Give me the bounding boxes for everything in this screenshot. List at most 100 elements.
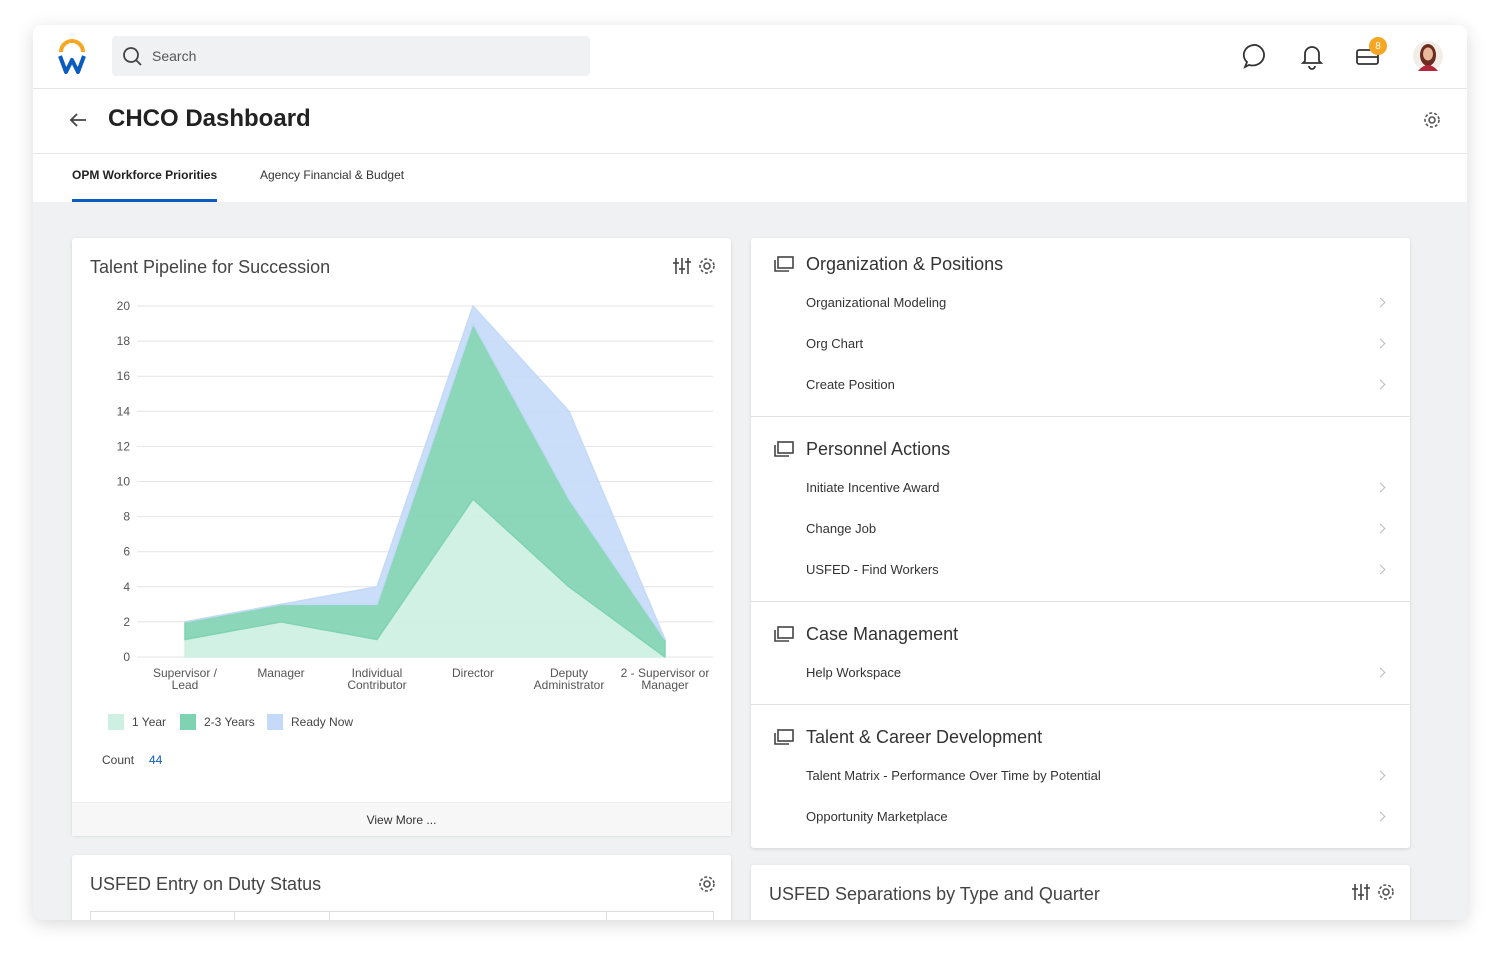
x-tick-label: Individual Contributor <box>347 666 407 692</box>
legend-swatch <box>267 714 283 730</box>
x-tick-label: 2 - Supervisor or Manager <box>620 666 710 692</box>
legend-swatch <box>108 714 124 730</box>
section-title: Organization & Positions <box>806 253 1004 274</box>
menu-section-header: Talent & Career Development <box>751 719 1410 755</box>
y-tick-label: 0 <box>123 650 130 664</box>
x-tick-label: Manager <box>257 666 305 680</box>
area <box>184 305 666 641</box>
menu-section: Case Management Help Workspace <box>751 602 1410 705</box>
section-title: Personnel Actions <box>806 438 951 459</box>
y-tick-label: 16 <box>117 369 131 383</box>
legend-item: Ready Now <box>267 714 353 730</box>
menu-item[interactable]: Organizational Modeling <box>751 282 1410 323</box>
chevron <box>1375 770 1386 781</box>
tab[interactable]: Agency Financial & Budget <box>260 168 405 182</box>
legend-item: 2-3 Years <box>180 714 255 730</box>
menu-item-label[interactable]: Opportunity Marketplace <box>806 809 948 824</box>
menu-item[interactable]: Change Job <box>751 508 1410 549</box>
section-icon <box>774 256 794 272</box>
chart-title: Talent Pipeline for Succession <box>90 257 331 277</box>
menu-item-label[interactable]: USFED - Find Workers <box>806 562 939 577</box>
logo[interactable] <box>56 38 88 74</box>
avatar[interactable] <box>1412 40 1444 72</box>
y-tick-label: 20 <box>117 299 131 313</box>
section-icon <box>774 729 794 745</box>
chevron <box>1375 564 1386 575</box>
y-tick-label: 18 <box>117 334 131 348</box>
menu-section: Personnel Actions Initiate Incentive Awar… <box>751 417 1410 602</box>
menu-item-label[interactable]: Organizational Modeling <box>806 295 947 310</box>
menu-item-label[interactable]: Create Position <box>806 377 895 392</box>
separations-card <box>751 865 1410 920</box>
chart: 0 2 4 6 8 10 12 14 16 18 20 <box>117 299 713 664</box>
legend-label: Ready Now <box>291 715 354 729</box>
y-tick-label: 14 <box>117 404 131 418</box>
y-tick-label: 4 <box>123 580 130 594</box>
menu-item[interactable]: Initiate Incentive Award <box>751 467 1410 508</box>
y-tick-label: 12 <box>117 439 131 453</box>
chevron <box>1375 667 1386 678</box>
search-box[interactable]: Search <box>112 36 590 76</box>
legend-label: 2-3 Years <box>204 715 255 729</box>
menu-section-header: Case Management <box>751 616 1410 652</box>
legend-item: 1 Year <box>108 714 166 730</box>
menu-item[interactable]: USFED - Find Workers <box>751 549 1410 590</box>
menu-item-label[interactable]: Help Workspace <box>806 665 902 680</box>
x-tick-label: Supervisor / Lead <box>152 666 218 692</box>
table-column <box>234 912 330 920</box>
section-icon <box>774 626 794 642</box>
legend-swatch <box>180 714 196 730</box>
back-button[interactable] <box>66 108 90 132</box>
table-top <box>90 911 714 920</box>
menu-item-label[interactable]: Change Job <box>806 521 877 536</box>
chevron <box>1375 811 1386 822</box>
search-placeholder: Search <box>152 48 197 64</box>
count-value[interactable]: 44 <box>149 753 163 767</box>
menu-item[interactable]: Create Position <box>751 364 1410 405</box>
entry-card <box>72 855 731 920</box>
menu-item-label[interactable]: Org Chart <box>806 336 864 351</box>
x-tick-label: Deputy Administrator <box>533 666 605 692</box>
y-tick-label: 10 <box>117 475 131 489</box>
menu-item-label[interactable]: Initiate Incentive Award <box>806 480 940 495</box>
search-icon <box>123 47 142 66</box>
x-tick-label: Director <box>451 666 494 680</box>
menu-section-header: Personnel Actions <box>751 431 1410 467</box>
menu-item[interactable]: Talent Matrix - Performance Over Time by… <box>751 755 1410 796</box>
tab-active[interactable]: OPM Workforce Priorities <box>72 168 218 202</box>
menu-item[interactable]: Opportunity Marketplace <box>751 796 1410 837</box>
chevron <box>1375 297 1386 308</box>
section-icon <box>774 441 794 457</box>
chevron <box>1375 379 1386 390</box>
page-title: CHCO Dashboard <box>108 105 311 132</box>
card-tools[interactable] <box>1351 882 1399 904</box>
menu-section: Talent & Career Development Talent Matrix… <box>751 705 1410 848</box>
menu-card: Organization & Positions Organizational M… <box>751 238 1410 848</box>
section-title: Talent & Career Development <box>806 726 1043 747</box>
app-window: Search 8 CHCO Dashboard OPM Workforce Pr… <box>33 25 1467 920</box>
count-label: Count <box>102 753 135 767</box>
settings-icon[interactable] <box>695 872 719 896</box>
chat-icon[interactable] <box>1240 40 1272 72</box>
title-bar <box>33 89 1467 154</box>
y-tick-label: 6 <box>123 545 130 559</box>
view-more-link[interactable]: View More ... <box>72 802 731 836</box>
menu-item-label[interactable]: Talent Matrix - Performance Over Time by… <box>806 768 1101 783</box>
chevron <box>1375 523 1386 534</box>
chart-tools[interactable] <box>672 256 720 278</box>
app-content: Search 8 CHCO Dashboard OPM Workforce Pr… <box>33 25 1467 920</box>
inbox-icon[interactable] <box>1354 44 1382 68</box>
chevron <box>1375 338 1386 349</box>
section-title: Case Management <box>806 623 959 644</box>
menu-item[interactable]: Org Chart <box>751 323 1410 364</box>
card-title: USFED Separations by Type and Quarter <box>769 884 1100 904</box>
menu-section-header: Organization & Positions <box>751 246 1410 282</box>
tab-bar <box>33 154 1467 202</box>
notifications-icon[interactable] <box>1298 42 1326 70</box>
y-tick-label: 8 <box>123 510 130 524</box>
menu-section: Organization & Positions Organizational M… <box>751 238 1410 417</box>
settings-icon[interactable] <box>1420 108 1444 132</box>
menu-item[interactable]: Help Workspace <box>751 652 1410 693</box>
